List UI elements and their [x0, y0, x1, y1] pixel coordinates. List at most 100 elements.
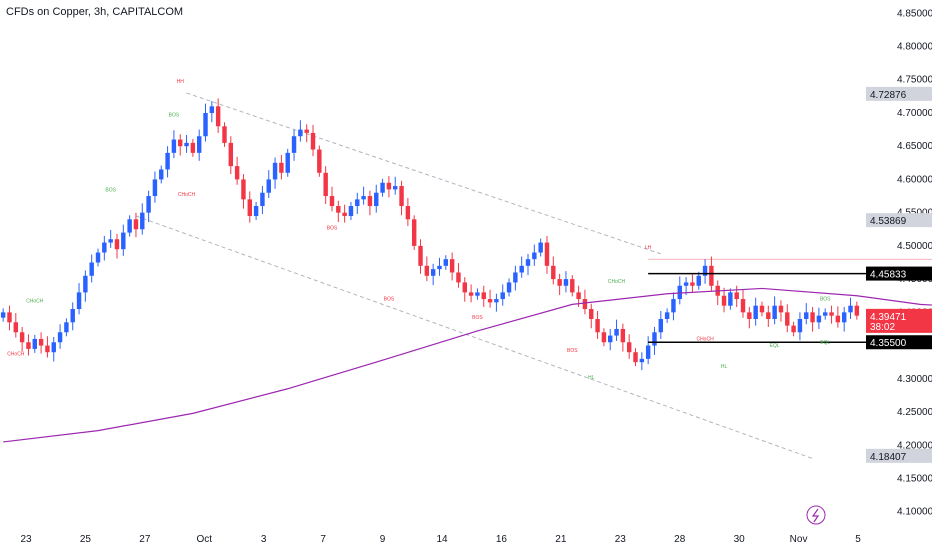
- candle-body: [823, 312, 828, 316]
- candle-body: [620, 328, 626, 343]
- candle-body: [734, 292, 739, 300]
- channel-lower-line: [135, 215, 813, 460]
- price-tag-label: 4.35500: [870, 338, 907, 349]
- annotation-label: BOS: [327, 225, 338, 231]
- candle-body: [285, 152, 290, 173]
- y-tick-label: 4.20000: [897, 440, 932, 451]
- x-tick-label: Oct: [197, 534, 213, 545]
- candle-body: [133, 219, 139, 230]
- annotation-label: BOS: [567, 348, 578, 354]
- candle-body: [538, 242, 543, 253]
- annotation-label: CHoCH: [7, 352, 25, 358]
- y-tick-label: 4.10000: [897, 507, 932, 518]
- annotation-label: CHoCH: [178, 192, 196, 198]
- price-tag-label: 4.39471: [870, 312, 907, 323]
- candle-body: [367, 196, 373, 207]
- candle-body: [797, 318, 803, 333]
- candle-body: [601, 332, 607, 343]
- x-tick-label: Nov: [790, 534, 808, 545]
- candle-body: [475, 292, 480, 296]
- candle-body: [645, 345, 651, 359]
- x-tick-label: 23: [20, 534, 32, 545]
- chart-title: CFDs on Copper, 3h, CAPITALCOM: [6, 6, 184, 18]
- candle-body: [753, 305, 758, 319]
- candle-body: [854, 305, 860, 316]
- candle-body: [816, 315, 822, 323]
- candle-body: [500, 292, 505, 300]
- candle-body: [114, 239, 120, 250]
- price-tag: [866, 213, 932, 228]
- x-tick-label: 7: [320, 534, 326, 545]
- candle-body: [544, 242, 550, 266]
- candle-body: [0, 312, 6, 318]
- y-tick-label: 4.75000: [897, 75, 932, 86]
- candle-body: [626, 342, 632, 353]
- annotation-label: BOS: [820, 296, 831, 302]
- candle-body: [361, 196, 366, 200]
- candle-body: [532, 252, 537, 260]
- candle-body: [304, 129, 309, 133]
- candle-body: [557, 279, 562, 286]
- candle-body: [411, 219, 417, 246]
- candle-body: [266, 179, 271, 193]
- candle-body: [260, 192, 265, 207]
- candle-body: [70, 309, 75, 323]
- candle-body: [747, 312, 752, 319]
- candle-body: [696, 275, 701, 286]
- candle-body: [418, 245, 423, 266]
- candle-body: [171, 139, 177, 153]
- candle-body: [576, 292, 581, 300]
- price-tag-label: 4.72876: [870, 90, 907, 101]
- candle-body: [32, 338, 37, 349]
- candle-body: [329, 196, 335, 207]
- annotation-label: HH: [177, 79, 185, 85]
- y-tick-label: 4.50000: [897, 241, 932, 252]
- candle-body: [127, 219, 132, 233]
- candle-body: [740, 299, 746, 313]
- candle-body: [494, 299, 499, 303]
- candle-body: [709, 265, 714, 286]
- candle-body: [468, 292, 474, 296]
- candle-body: [614, 328, 619, 336]
- candle-body: [57, 332, 63, 343]
- candle-body: [664, 312, 670, 319]
- candle-body: [835, 315, 841, 323]
- candle-body: [215, 106, 221, 127]
- annotation-label: BOS: [105, 187, 116, 193]
- candle-body: [608, 335, 613, 343]
- lightning-icon: [806, 505, 826, 525]
- candle-body: [563, 279, 569, 286]
- candle-body: [102, 242, 107, 253]
- x-tick-label: 9: [380, 534, 386, 545]
- y-tick-label: 4.65000: [897, 141, 932, 152]
- candle-body: [209, 106, 215, 113]
- candle-body: [791, 325, 796, 333]
- candle-body: [690, 282, 695, 286]
- candle-body: [184, 142, 189, 147]
- candle-body: [386, 182, 392, 190]
- candle-body: [310, 132, 316, 150]
- annotation-label: EQL: [770, 343, 780, 349]
- candle-body: [253, 206, 259, 216]
- candle-body: [399, 186, 404, 207]
- candle-body: [785, 312, 790, 326]
- candle-body: [582, 299, 588, 310]
- candle-body: [140, 212, 145, 230]
- candle-body: [190, 142, 196, 153]
- price-tag: [866, 335, 932, 350]
- x-tick-label: 23: [615, 534, 627, 545]
- candle-body: [772, 305, 777, 319]
- candle-body: [848, 305, 853, 313]
- annotation-label: HL: [588, 375, 595, 381]
- annotation-label: EQL: [820, 340, 830, 346]
- lightning-bolt-icon: [811, 508, 820, 523]
- candle-body: [595, 318, 600, 333]
- price-tag-countdown: 38:02: [870, 322, 895, 333]
- candle-body: [778, 305, 784, 313]
- candle-body: [323, 172, 328, 197]
- candle-body: [671, 299, 676, 313]
- price-tag-label: 4.53869: [870, 216, 907, 227]
